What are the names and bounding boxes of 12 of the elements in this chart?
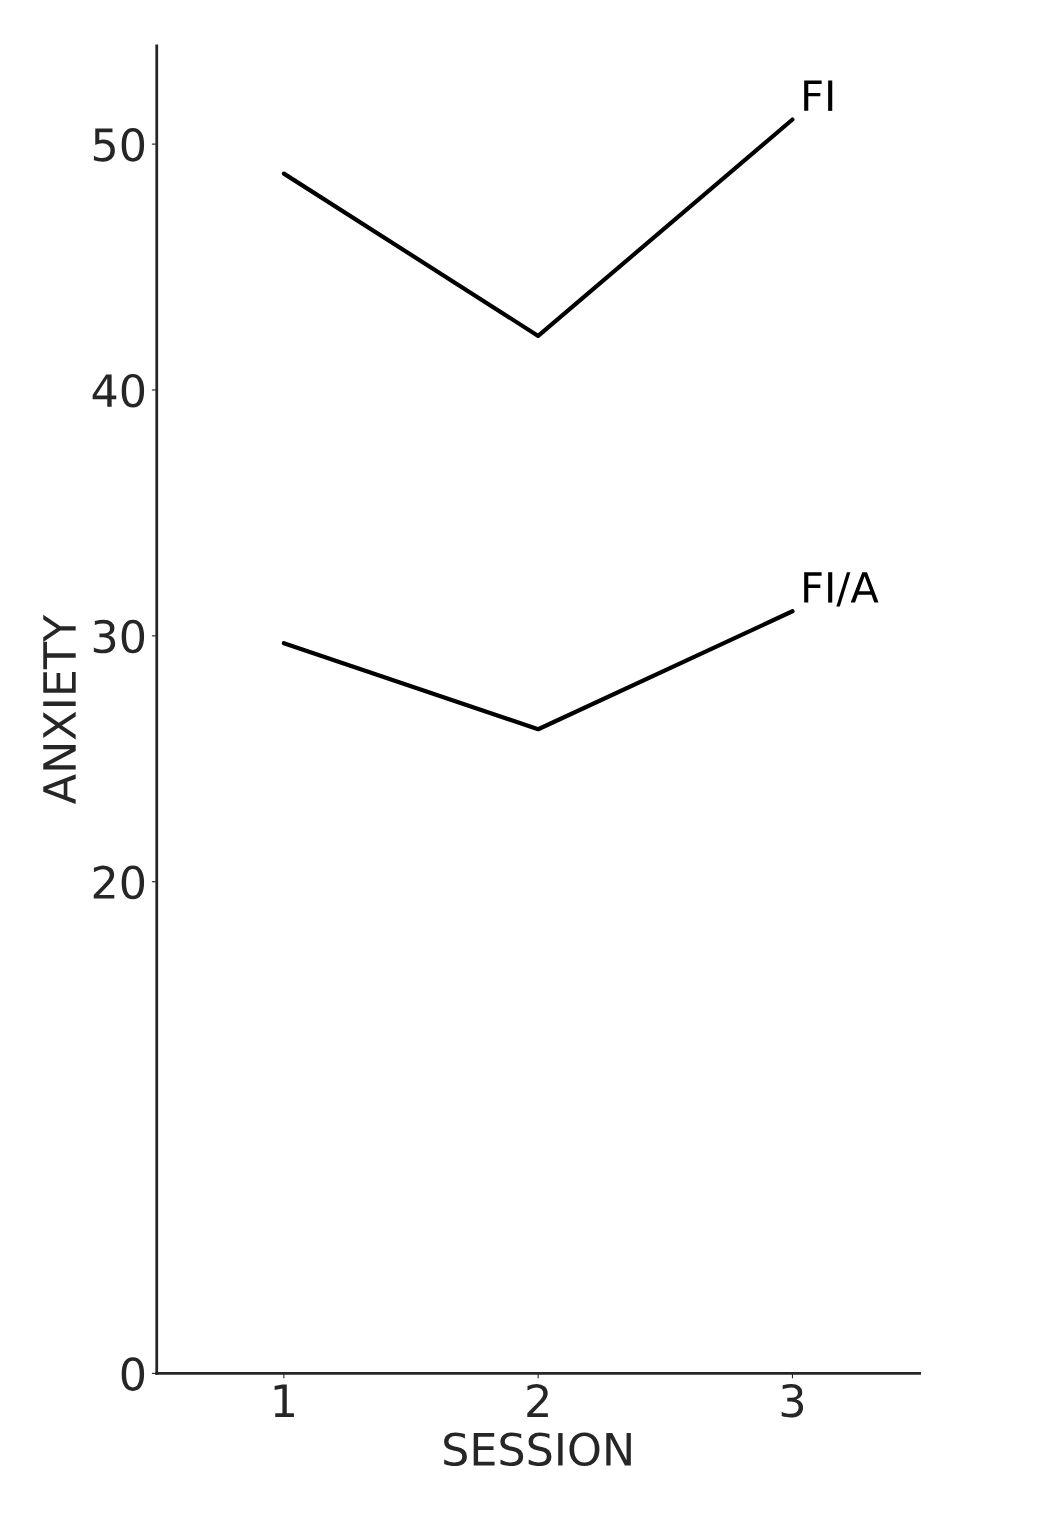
y-axis-title: ANXIETY xyxy=(43,614,76,805)
y-tick-label: 30 xyxy=(93,619,145,654)
x-axis-title: SESSION xyxy=(444,1432,631,1467)
y-tick-label: 40 xyxy=(92,373,145,408)
series-label: FI xyxy=(804,80,833,111)
y-tick-label: 20 xyxy=(93,865,145,900)
x-tick-label: 2 xyxy=(527,1383,548,1417)
x-tick-label: 3 xyxy=(781,1383,804,1418)
x-tick-label: 1 xyxy=(274,1384,294,1417)
series-label: FI/A xyxy=(804,572,879,607)
y-tick-label: 50 xyxy=(93,128,145,162)
y-tick-label: 0 xyxy=(121,1357,145,1391)
